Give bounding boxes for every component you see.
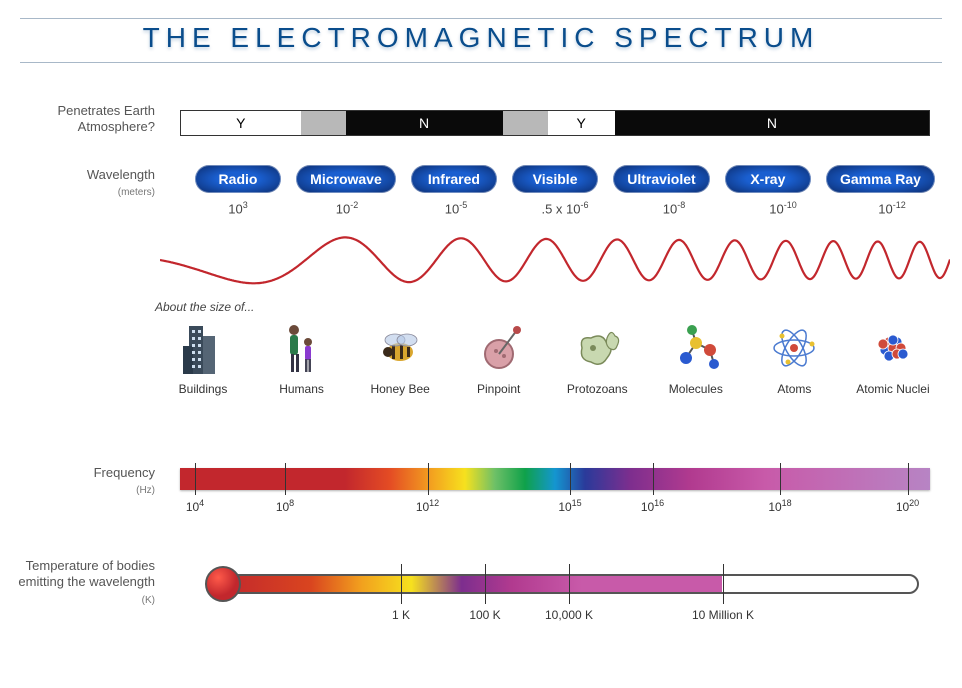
thermometer bbox=[205, 570, 930, 598]
wavelength-label: Wavelength (meters) bbox=[0, 167, 155, 200]
band-pill: Microwave bbox=[296, 165, 396, 193]
frequency-tick bbox=[908, 463, 909, 495]
frequency-tick bbox=[195, 463, 196, 495]
wavelength-value: 10-5 bbox=[413, 200, 499, 216]
temperature-label: Temperature of bodies emitting the wavel… bbox=[0, 558, 155, 607]
size-icon-label: Buildings bbox=[158, 382, 248, 396]
wavelength-value: 10-8 bbox=[631, 200, 717, 216]
about-size-label: About the size of... bbox=[155, 300, 254, 314]
size-icon: Atomic Nuclei bbox=[848, 318, 938, 396]
size-icon-label: Protozoans bbox=[552, 382, 642, 396]
band-pills: Radio Microwave Infrared Visible Ultraviolet… bbox=[195, 165, 935, 193]
size-icon-label: Pinpoint bbox=[454, 382, 544, 396]
size-icon: Pinpoint bbox=[454, 318, 544, 396]
frequency-tick-label: 104 bbox=[186, 498, 204, 514]
frequency-labels: 104 108 1012 1015 1016 1018 1020 bbox=[180, 498, 930, 516]
wavelength-value: 103 bbox=[195, 200, 281, 216]
band-pill: Ultraviolet bbox=[613, 165, 709, 193]
frequency-tick-label: 108 bbox=[276, 498, 294, 514]
size-icon-label: Atoms bbox=[749, 382, 839, 396]
size-icon-label: Molecules bbox=[651, 382, 741, 396]
wavelength-value: 10-2 bbox=[304, 200, 390, 216]
frequency-tick bbox=[428, 463, 429, 495]
temperature-tick-label: 1 K bbox=[392, 608, 410, 622]
temperature-tick bbox=[723, 564, 724, 604]
penetration-segment: Y bbox=[181, 111, 301, 135]
wavelength-value: .5 x 10-6 bbox=[522, 200, 608, 216]
penetration-segment bbox=[503, 111, 548, 135]
penetration-segment: N bbox=[346, 111, 503, 135]
temperature-tick-label: 100 K bbox=[469, 608, 500, 622]
penetration-bar: YNYN bbox=[180, 110, 930, 136]
wave-graphic bbox=[160, 225, 950, 295]
temperature-tick bbox=[485, 564, 486, 604]
size-icon: Protozoans bbox=[552, 318, 642, 396]
band-pill: Radio bbox=[195, 165, 281, 193]
frequency-tick-label: 1015 bbox=[558, 498, 581, 514]
size-icon-label: Humans bbox=[257, 382, 347, 396]
frequency-tick-label: 1020 bbox=[896, 498, 919, 514]
wavelength-values: 103 10-2 10-5 .5 x 10-6 10-8 10-10 10-12 bbox=[195, 200, 935, 216]
size-icon-label: Atomic Nuclei bbox=[848, 382, 938, 396]
frequency-tick-label: 1012 bbox=[416, 498, 439, 514]
thermometer-bulb bbox=[205, 566, 241, 602]
frequency-label: Frequency (Hz) bbox=[0, 465, 155, 498]
frequency-tick bbox=[653, 463, 654, 495]
wavelength-value: 10-12 bbox=[849, 200, 935, 216]
size-icon: Buildings bbox=[158, 318, 248, 396]
page-title: THE ELECTROMAGNETIC SPECTRUM bbox=[0, 0, 962, 54]
penetrates-label: Penetrates Earth Atmosphere? bbox=[0, 103, 155, 136]
size-icon: Atoms bbox=[749, 318, 839, 396]
band-pill: Visible bbox=[512, 165, 598, 193]
band-pill: X-ray bbox=[725, 165, 811, 193]
frequency-tick-label: 1016 bbox=[641, 498, 664, 514]
size-icon: Humans bbox=[257, 318, 347, 396]
size-icon: Honey Bee bbox=[355, 318, 445, 396]
penetration-segment: Y bbox=[548, 111, 615, 135]
size-icon-label: Honey Bee bbox=[355, 382, 445, 396]
penetration-segment: N bbox=[615, 111, 929, 135]
frequency-tick bbox=[285, 463, 286, 495]
size-icon: Molecules bbox=[651, 318, 741, 396]
wavelength-value: 10-10 bbox=[740, 200, 826, 216]
frequency-bar bbox=[180, 468, 930, 490]
frequency-tick bbox=[570, 463, 571, 495]
size-icons-row: Buildings Humans Honey Bee Pinpoint Prot… bbox=[158, 318, 938, 396]
temperature-tick bbox=[569, 564, 570, 604]
temperature-tick-label: 10 Million K bbox=[692, 608, 754, 622]
penetration-segment bbox=[301, 111, 346, 135]
frequency-tick-label: 1018 bbox=[768, 498, 791, 514]
thermometer-fill bbox=[221, 576, 722, 592]
temperature-tick-label: 10,000 K bbox=[545, 608, 593, 622]
band-pill: Infrared bbox=[411, 165, 497, 193]
frequency-tick bbox=[780, 463, 781, 495]
temperature-tick bbox=[401, 564, 402, 604]
band-pill: Gamma Ray bbox=[826, 165, 935, 193]
